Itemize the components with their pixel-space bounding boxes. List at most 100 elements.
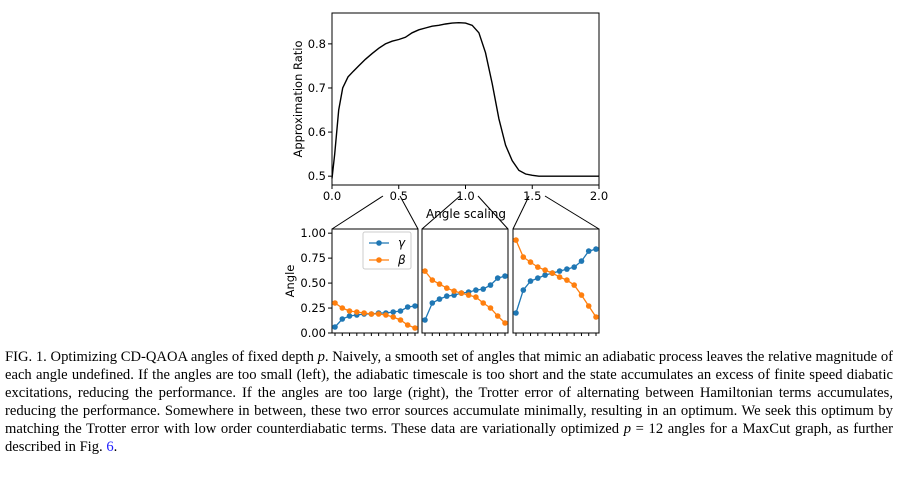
series-point-beta	[502, 320, 508, 326]
legend-gamma-label: γ	[398, 236, 406, 250]
series-point-gamma	[429, 300, 436, 306]
series-point-beta	[436, 281, 443, 287]
panel-y-tick-label: 0.75	[300, 251, 326, 265]
top-x-tick-label: 2.0	[590, 189, 608, 203]
panel-frame	[512, 228, 600, 334]
series-point-beta	[556, 274, 563, 280]
angle-panel-1: 0.00 0.25 0.50 0.75 1.00	[300, 226, 419, 340]
top-y-axis-label: Approximation Ratio	[291, 40, 305, 157]
series-point-gamma	[412, 303, 418, 309]
panel-y-tick-label: 0.25	[300, 301, 326, 315]
top-y-tick-label: 0.7	[308, 81, 326, 95]
legend: γ β	[362, 231, 412, 270]
panel-y-tick-label: 1.00	[300, 226, 326, 240]
series-point-gamma	[436, 296, 443, 302]
connector-mid-2	[477, 195, 509, 230]
series-point-beta	[368, 311, 375, 317]
series-point-beta	[494, 313, 501, 319]
series-point-beta	[361, 310, 367, 316]
series-point-beta	[458, 290, 465, 296]
series-point-beta	[375, 311, 382, 317]
angle-panel-3	[512, 228, 600, 336]
series-point-beta	[451, 288, 457, 294]
series-point-beta	[473, 294, 479, 300]
panel-frame	[421, 228, 509, 334]
series-point-gamma	[404, 304, 411, 310]
series-point-gamma	[535, 275, 541, 281]
series-point-gamma	[480, 286, 487, 292]
series-point-gamma	[422, 317, 428, 323]
series-point-beta	[571, 282, 577, 288]
series-point-beta	[480, 300, 487, 306]
series-point-gamma	[520, 287, 527, 293]
zoom-connectors	[331, 195, 600, 230]
series-point-beta	[354, 309, 360, 315]
top-x-tick-label: 0.5	[390, 189, 408, 203]
caption-var-p-1: p	[317, 349, 325, 365]
series-point-gamma	[339, 316, 346, 322]
top-x-axis-label: Angle scaling	[426, 207, 506, 221]
connector-right-1	[512, 195, 530, 230]
series-point-gamma	[397, 308, 404, 314]
series-point-beta	[404, 322, 411, 328]
angle-panel-2	[421, 228, 509, 336]
approximation-ratio-chart: 0.0 0.5 1.0 1.5 2.0 0.5 0.6 0.7 0.8 Angle scali…	[291, 12, 608, 221]
panel-y-tick-label: 0.00	[300, 326, 326, 340]
top-x-tick-label: 1.0	[456, 189, 474, 203]
approximation-ratio-curve	[331, 21, 599, 179]
caption-text-2: . Naively, a smooth set of angles that m…	[5, 349, 894, 438]
series-point-gamma	[593, 246, 599, 252]
series-point-beta	[412, 325, 418, 331]
figure-1: 0.0 0.5 1.0 1.5 2.0 0.5 0.6 0.7 0.8 Angle scali…	[283, 12, 608, 340]
series-point-beta	[346, 308, 353, 314]
top-axes-frame	[331, 12, 600, 186]
series-point-beta	[513, 237, 519, 243]
series-point-gamma	[332, 324, 338, 330]
connector-left-2	[399, 195, 419, 230]
series-line-beta	[515, 239, 597, 318]
series-point-gamma	[502, 273, 508, 279]
series-point-beta	[542, 267, 548, 273]
series-point-beta	[487, 305, 494, 311]
caption-text-3: = 12 angles for a MaxCut graph, as furth…	[5, 421, 893, 456]
series-point-beta	[549, 270, 556, 276]
figure-6-link[interactable]: 6	[106, 439, 114, 456]
series-point-gamma	[527, 278, 534, 284]
top-x-tick-label: 0.0	[323, 189, 341, 203]
top-y-tick-label: 0.6	[308, 125, 326, 139]
series-point-gamma	[556, 268, 563, 274]
legend-beta-label: β	[397, 253, 406, 267]
legend-beta-marker	[376, 257, 382, 263]
series-point-beta	[527, 259, 534, 265]
series-point-gamma	[513, 310, 519, 316]
series-point-gamma	[578, 258, 585, 264]
series-point-gamma	[390, 309, 397, 315]
connector-left-1	[331, 195, 384, 230]
series-point-beta	[465, 292, 472, 298]
series-point-gamma	[444, 293, 450, 299]
series-point-gamma	[346, 313, 353, 319]
series-point-gamma	[473, 287, 479, 293]
series-point-gamma	[451, 292, 457, 298]
connector-right-2	[544, 195, 600, 230]
series-line-beta	[424, 270, 506, 324]
angle-panels: 0.00 0.25 0.50 0.75 1.00	[300, 226, 600, 340]
series-point-beta	[429, 277, 436, 283]
series-point-beta	[397, 317, 404, 323]
panel-frame	[331, 228, 419, 334]
series-point-gamma	[542, 272, 548, 278]
caption-text-1: Optimizing CD-QAOA angles of fixed depth	[50, 349, 318, 365]
series-point-beta	[585, 303, 592, 309]
series-point-beta	[535, 264, 541, 270]
bottom-y-axis-label: Angle	[283, 265, 297, 298]
connector-mid-1	[421, 195, 461, 230]
series-point-beta	[578, 292, 585, 298]
series-point-beta	[520, 254, 527, 260]
series-point-beta	[332, 300, 338, 306]
caption-text-4: .	[113, 439, 118, 456]
top-y-tick-label: 0.8	[308, 37, 326, 51]
series-point-beta	[390, 314, 397, 320]
top-x-tick-label: 1.5	[523, 189, 541, 203]
series-point-gamma	[487, 282, 494, 288]
series-point-beta	[422, 268, 428, 274]
